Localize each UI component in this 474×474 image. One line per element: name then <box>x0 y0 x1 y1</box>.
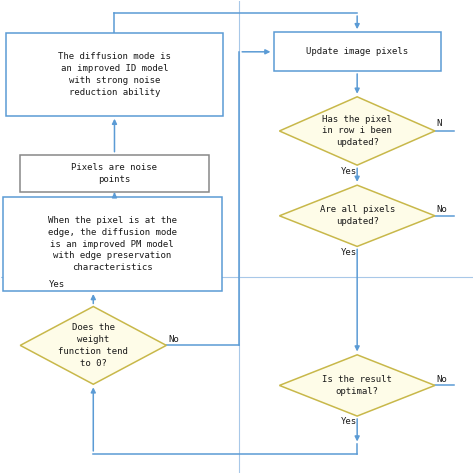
Polygon shape <box>279 355 435 416</box>
Text: Pixels are noise
points: Pixels are noise points <box>72 163 157 184</box>
Text: Update image pixels: Update image pixels <box>306 47 408 56</box>
FancyBboxPatch shape <box>20 155 209 192</box>
Polygon shape <box>279 97 435 165</box>
Text: No: No <box>169 335 180 344</box>
Text: No: No <box>437 375 447 384</box>
Text: Yes: Yes <box>341 417 357 426</box>
Text: Does the
weight
function tend
to 0?: Does the weight function tend to 0? <box>58 323 128 367</box>
Polygon shape <box>20 307 166 384</box>
Text: Yes: Yes <box>341 166 357 175</box>
FancyBboxPatch shape <box>273 33 441 71</box>
Text: No: No <box>437 205 447 214</box>
Text: When the pixel is at the
edge, the diffusion mode
is an improved PM model
with e: When the pixel is at the edge, the diffu… <box>47 216 177 272</box>
FancyBboxPatch shape <box>6 33 223 116</box>
FancyBboxPatch shape <box>2 197 222 291</box>
Text: The diffusion mode is
an improved ID model
with strong noise
reduction ability: The diffusion mode is an improved ID mod… <box>58 52 171 97</box>
Text: N: N <box>437 119 442 128</box>
Text: Are all pixels
updated?: Are all pixels updated? <box>319 205 395 226</box>
Text: Yes: Yes <box>341 247 357 256</box>
Polygon shape <box>279 185 435 246</box>
Text: Yes: Yes <box>48 280 64 289</box>
Text: Has the pixel
in row i been
updated?: Has the pixel in row i been updated? <box>322 115 392 147</box>
Text: Is the result
optimal?: Is the result optimal? <box>322 375 392 396</box>
